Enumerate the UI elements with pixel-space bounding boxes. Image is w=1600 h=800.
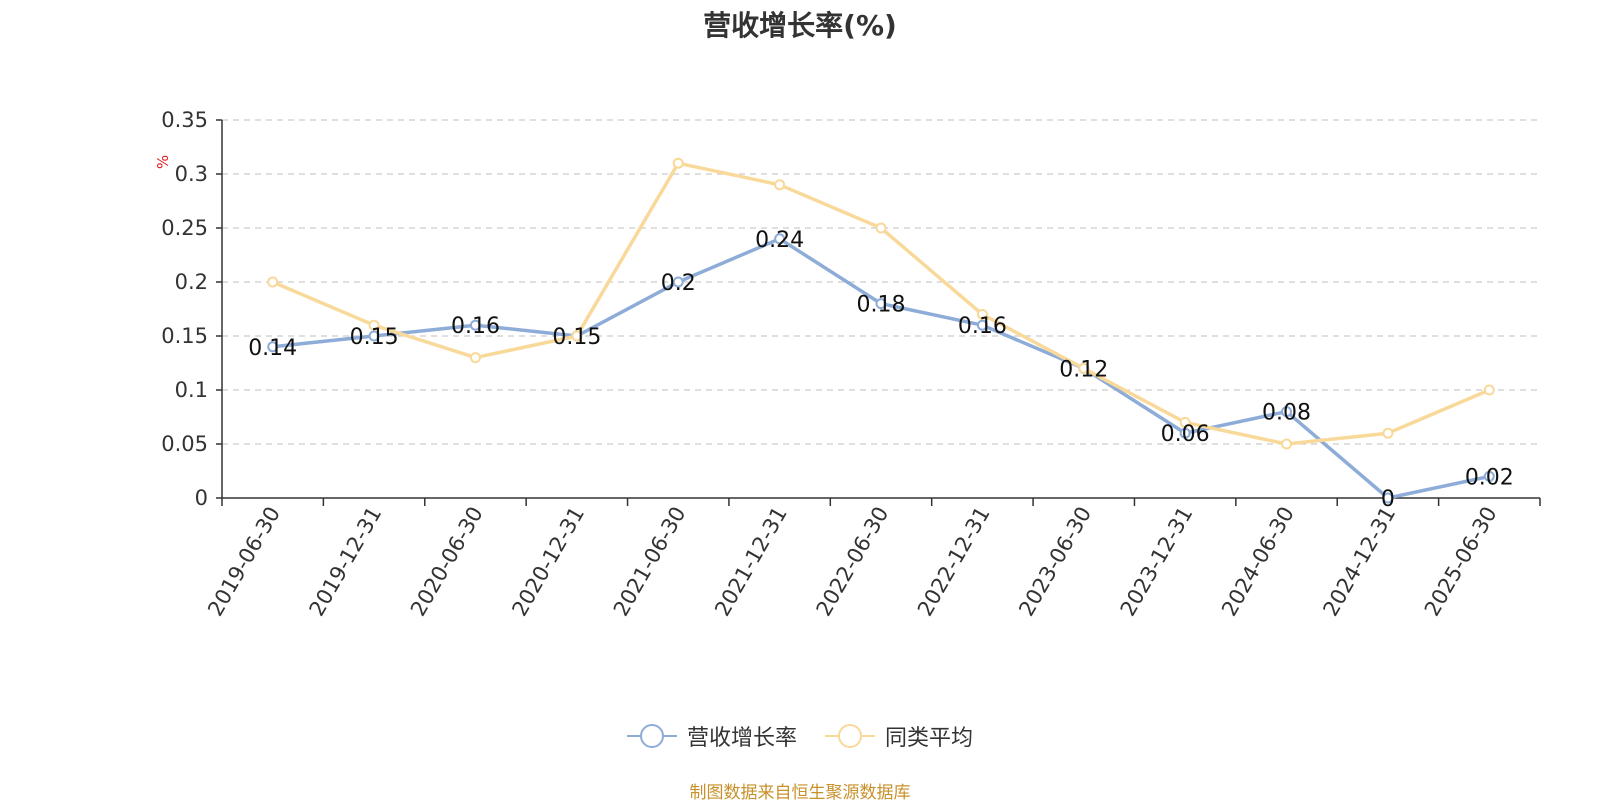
series-point-0: [976, 319, 988, 331]
data-label: 0.08: [1262, 401, 1311, 426]
x-tick-label: 2025-06-30: [1420, 503, 1502, 621]
data-label: 0.02: [1465, 465, 1514, 490]
series-point-1: [1382, 427, 1394, 439]
series-point-0: [1179, 427, 1191, 439]
x-tick-label: 2023-12-31: [1116, 503, 1198, 621]
legend-label-peer-average: 同类平均: [885, 726, 974, 751]
series-point-0: [469, 319, 481, 331]
series-point-1: [875, 222, 887, 234]
series-point-1: [1281, 438, 1293, 450]
series-line-0: [272, 237, 1490, 500]
series-point-0: [875, 298, 887, 310]
series-point-1: [1078, 362, 1090, 374]
legend-item-revenue-growth[interactable]: 营收增长率: [626, 720, 797, 752]
series-point-0: [1483, 470, 1495, 482]
legend-swatch-peer-average: [825, 723, 875, 749]
y-axis-label: %: [154, 155, 172, 169]
x-tick-label: 2021-12-31: [710, 503, 792, 621]
series-point-0: [1281, 406, 1293, 418]
y-tick-label: 0.35: [161, 108, 208, 132]
x-tick-label: 2019-06-30: [203, 503, 285, 621]
series-point-1: [267, 276, 279, 288]
data-label: 0.14: [248, 336, 297, 361]
x-tick-label: 2022-06-30: [812, 503, 894, 621]
data-label: 0.12: [1059, 357, 1108, 382]
series-point-1: [1483, 384, 1495, 396]
series-point-1: [469, 352, 481, 364]
data-label: 0.16: [451, 314, 500, 339]
x-tick-label: 2020-06-30: [406, 503, 488, 621]
data-label: 0.2: [661, 271, 696, 296]
x-tick-label: 2022-12-31: [913, 503, 995, 621]
y-tick-label: 0.2: [175, 270, 208, 294]
legend-swatch-revenue-growth: [626, 723, 677, 749]
legend-item-peer-average[interactable]: 同类平均: [825, 720, 973, 752]
y-tick-label: 0: [195, 486, 208, 510]
data-label: 0.15: [350, 325, 399, 350]
series-point-0: [368, 330, 380, 342]
series-point-1: [368, 319, 380, 331]
series-point-0: [774, 233, 786, 245]
x-tick-label: 2020-12-31: [507, 503, 589, 621]
x-tick-label: 2021-06-30: [609, 503, 691, 621]
y-tick-label: 0.3: [175, 162, 208, 186]
data-label: 0.15: [552, 325, 601, 350]
source-note: 制图数据来自恒生聚源数据库: [689, 783, 911, 800]
x-tick-label: 2024-12-31: [1318, 503, 1400, 621]
series-point-1: [672, 157, 684, 169]
data-label: 0.18: [857, 293, 906, 318]
series-point-1: [774, 179, 786, 191]
series-point-0: [672, 276, 684, 288]
series-point-1: [571, 330, 583, 342]
y-tick-label: 0.05: [161, 432, 208, 456]
chart-title: 营收增长率(%): [703, 9, 897, 42]
data-label: 0.06: [1161, 422, 1210, 447]
y-tick-label: 0.15: [161, 324, 208, 348]
y-tick-label: 0.1: [175, 378, 208, 402]
x-tick-label: 2024-06-30: [1217, 503, 1299, 621]
legend-label-revenue-growth: 营收增长率: [686, 726, 797, 751]
x-tick-label: 2023-06-30: [1014, 503, 1096, 621]
data-label: 0.24: [755, 228, 804, 253]
chart-legend: 营收增长率 同类平均: [0, 720, 1600, 752]
series-point-0: [267, 341, 279, 353]
data-label: 0: [1381, 487, 1395, 512]
data-label: 0.16: [958, 314, 1007, 339]
series-point-1: [1179, 416, 1191, 428]
x-tick-label: 2019-12-31: [305, 503, 387, 621]
y-tick-label: 0.25: [161, 216, 208, 240]
series-point-0: [1382, 492, 1394, 504]
series-point-1: [976, 308, 988, 320]
